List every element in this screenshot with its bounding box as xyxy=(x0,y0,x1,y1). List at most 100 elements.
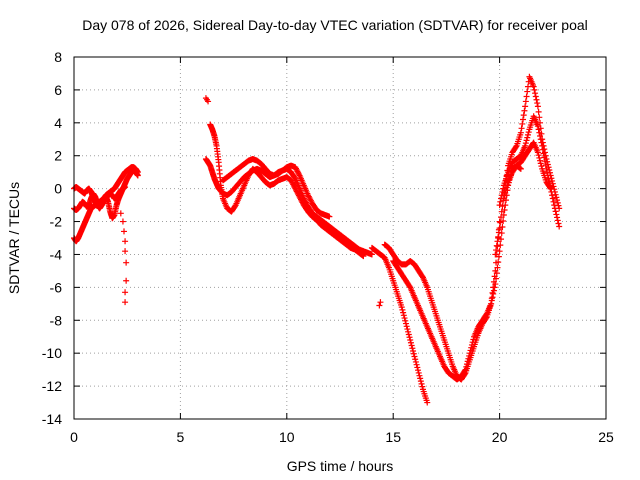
data-point xyxy=(520,112,527,119)
y-tick-label: -2 xyxy=(50,214,63,230)
data-point xyxy=(519,120,526,127)
data-point xyxy=(122,248,129,255)
data-point xyxy=(368,251,375,258)
data-point xyxy=(377,299,384,306)
data-point xyxy=(466,352,473,359)
data-point xyxy=(522,142,529,149)
data-point xyxy=(117,210,124,217)
data-point xyxy=(535,126,542,133)
data-point xyxy=(407,339,414,346)
data-point xyxy=(499,203,506,210)
axis-ticks: 0 5 10 15 20 25 -14 -12 -10 -8 -6 -4 -2 0 2 4 6 8 xyxy=(42,49,614,445)
data-point xyxy=(495,229,502,236)
data-point xyxy=(417,375,424,382)
data-point xyxy=(123,277,130,284)
data-point xyxy=(490,287,497,294)
y-tick-label: 4 xyxy=(54,115,62,131)
y-tick-label: 8 xyxy=(54,49,62,65)
data-point xyxy=(465,355,472,362)
data-point xyxy=(540,150,547,157)
data-point xyxy=(398,304,405,311)
data-point xyxy=(550,198,557,205)
data-point xyxy=(402,317,409,324)
data-point xyxy=(496,248,503,255)
data-point xyxy=(534,100,541,107)
data-point xyxy=(520,116,527,123)
data-point xyxy=(406,334,413,341)
data-point xyxy=(534,123,541,130)
x-tick-label: 0 xyxy=(70,429,78,445)
data-point xyxy=(553,194,560,201)
data-point xyxy=(537,136,544,143)
data-point xyxy=(467,347,474,354)
data-point xyxy=(415,367,422,374)
data-point xyxy=(493,242,500,249)
data-point xyxy=(554,217,561,224)
data-point xyxy=(415,369,422,376)
data-point xyxy=(122,183,129,190)
data-point xyxy=(494,264,501,271)
data-point xyxy=(400,312,407,319)
data-point xyxy=(414,364,421,371)
data-point xyxy=(416,372,423,379)
data-point xyxy=(412,358,419,365)
series-early-c xyxy=(71,183,129,212)
data-point xyxy=(542,162,549,169)
data-point xyxy=(532,90,539,97)
data-point xyxy=(470,336,477,343)
data-point xyxy=(497,198,504,205)
plot-frame xyxy=(73,56,607,420)
data-point xyxy=(537,132,544,139)
data-point xyxy=(549,177,556,184)
data-point xyxy=(545,175,552,182)
data-point xyxy=(408,342,415,349)
data-point xyxy=(463,363,470,370)
y-tick-label: 0 xyxy=(54,181,62,197)
data-point xyxy=(504,181,511,188)
data-point xyxy=(405,328,412,335)
data-point xyxy=(535,152,542,159)
data-point xyxy=(401,315,408,322)
data-point xyxy=(518,125,525,132)
data-point xyxy=(466,350,473,357)
y-tick-label: -12 xyxy=(42,378,62,394)
data-point xyxy=(496,225,503,232)
data-point xyxy=(404,326,411,333)
data-point xyxy=(535,108,542,115)
data-point xyxy=(533,96,540,103)
data-point xyxy=(551,202,558,209)
data-point xyxy=(493,275,500,282)
data-point xyxy=(488,297,495,304)
data-point xyxy=(326,213,333,220)
data-point xyxy=(536,129,543,136)
data-point xyxy=(409,345,416,352)
series-late-a xyxy=(368,244,431,406)
data-point xyxy=(205,98,212,105)
series-midday-b xyxy=(207,121,367,260)
data-point xyxy=(134,172,141,179)
series-early-drop xyxy=(117,210,130,306)
data-point xyxy=(122,299,129,306)
data-point xyxy=(490,290,497,297)
data-point xyxy=(554,197,561,204)
data-point xyxy=(464,358,471,365)
data-point xyxy=(546,184,553,191)
data-point xyxy=(517,129,524,136)
data-point xyxy=(419,383,426,390)
data-point xyxy=(549,192,556,199)
series-late-f xyxy=(500,139,554,202)
data-point xyxy=(537,160,544,167)
data-point xyxy=(539,146,546,153)
data-point xyxy=(492,281,499,288)
x-tick-label: 10 xyxy=(279,429,295,445)
data-point xyxy=(413,361,420,368)
y-tick-label: 6 xyxy=(54,82,62,98)
series-late-c xyxy=(390,162,524,383)
data-point xyxy=(547,185,554,192)
data-point xyxy=(495,253,502,260)
data-point xyxy=(537,157,544,164)
data-point xyxy=(553,211,560,218)
data-point xyxy=(498,214,505,221)
data-point xyxy=(402,320,409,327)
